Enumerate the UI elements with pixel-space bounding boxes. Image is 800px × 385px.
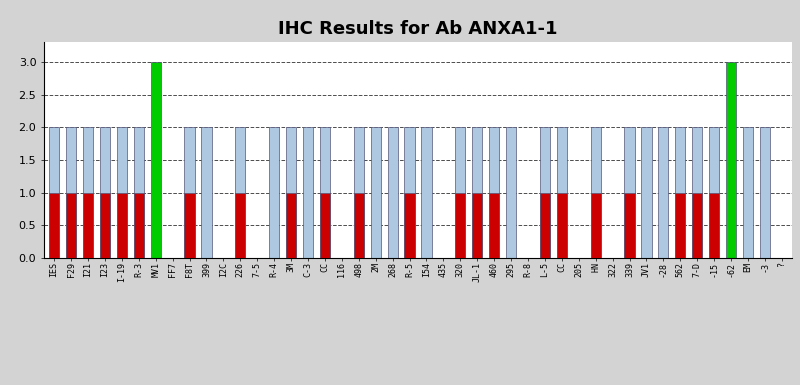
Bar xyxy=(354,127,364,258)
Bar xyxy=(709,127,719,258)
Bar xyxy=(66,127,76,258)
Bar xyxy=(625,127,634,258)
Bar xyxy=(506,127,516,258)
Bar xyxy=(117,127,127,258)
Bar xyxy=(658,127,669,258)
Bar xyxy=(370,127,381,258)
Bar xyxy=(202,127,211,258)
Bar xyxy=(760,127,770,258)
Bar xyxy=(134,192,144,258)
Bar xyxy=(709,192,719,258)
Bar xyxy=(117,192,127,258)
Bar xyxy=(540,127,550,258)
Bar xyxy=(625,192,634,258)
Bar xyxy=(134,127,144,258)
Bar xyxy=(235,127,246,258)
Bar xyxy=(269,127,279,258)
Bar xyxy=(354,192,364,258)
Bar xyxy=(557,127,567,258)
Bar xyxy=(49,192,59,258)
Bar xyxy=(49,127,59,258)
Bar xyxy=(405,127,414,258)
Bar xyxy=(185,192,194,258)
Bar xyxy=(100,192,110,258)
Bar xyxy=(590,192,601,258)
Bar xyxy=(320,127,330,258)
Bar xyxy=(489,192,499,258)
Bar xyxy=(286,127,296,258)
Bar xyxy=(235,192,246,258)
Bar xyxy=(472,192,482,258)
Bar xyxy=(455,192,466,258)
Bar xyxy=(675,127,686,258)
Bar xyxy=(692,127,702,258)
Bar xyxy=(150,62,161,258)
Bar xyxy=(540,192,550,258)
Bar xyxy=(675,192,686,258)
Bar xyxy=(320,192,330,258)
Bar xyxy=(185,127,194,258)
Bar xyxy=(66,192,76,258)
Bar xyxy=(422,127,431,258)
Bar xyxy=(405,192,414,258)
Bar xyxy=(100,127,110,258)
Bar xyxy=(642,127,651,258)
Bar xyxy=(303,127,313,258)
Bar xyxy=(387,127,398,258)
Bar xyxy=(743,127,753,258)
Bar xyxy=(455,127,466,258)
Bar xyxy=(726,62,736,258)
Bar xyxy=(489,127,499,258)
Title: IHC Results for Ab ANXA1-1: IHC Results for Ab ANXA1-1 xyxy=(278,20,558,38)
Bar xyxy=(590,127,601,258)
Bar xyxy=(83,192,93,258)
Bar xyxy=(286,192,296,258)
Bar xyxy=(692,192,702,258)
Bar xyxy=(472,127,482,258)
Bar xyxy=(83,127,93,258)
Bar xyxy=(557,192,567,258)
